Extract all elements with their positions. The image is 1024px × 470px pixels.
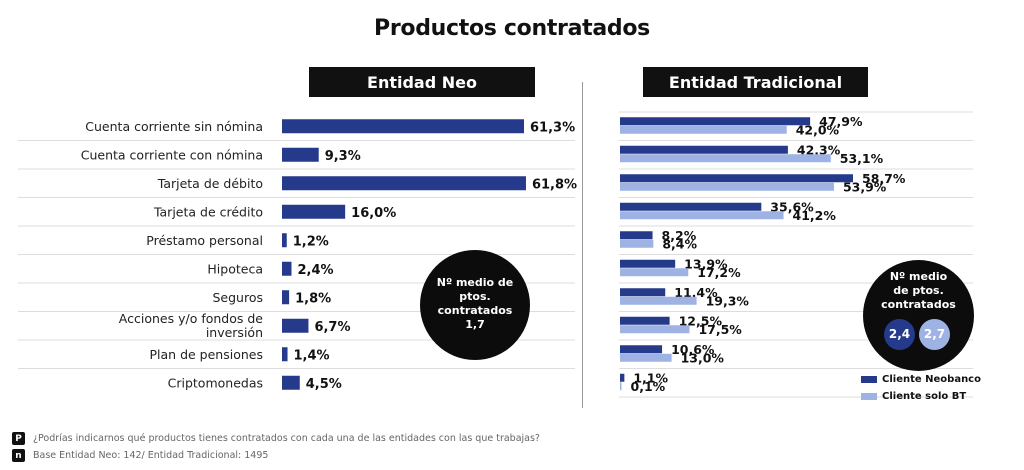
data-label-cliente-neobanco-prestamo-personal: 8,2% (662, 228, 697, 243)
bar-neo-acciones-y-o-fondos-de-inversion (282, 318, 309, 333)
bar-neo-tarjeta-de-debito (282, 176, 526, 191)
bar-cliente-neobanco-cuenta-corriente-con-nomina (620, 145, 788, 154)
bar-cliente-neobanco-plan-de-pensiones (620, 345, 663, 354)
avg-products-label: Nº medio de ptos. contratados (436, 276, 514, 317)
bar-cliente-neobanco-criptomonedas (620, 373, 625, 382)
avg-products-label-bt: Nº medio de ptos. contratados (881, 270, 956, 311)
bar-neo-hipoteca (282, 261, 292, 276)
question-icon: P (12, 432, 25, 445)
data-label-cliente-neobanco-tarjeta-de-credito: 35,6% (770, 199, 814, 214)
data-label-cliente-neobanco-hipoteca: 13,9% (684, 256, 728, 271)
data-label-neo-tarjeta-de-debito: 61,8% (532, 177, 577, 192)
data-label-cliente-solo-bt-cuenta-corriente-sin-nomina: 42,0% (796, 122, 840, 137)
data-label-cliente-neobanco-tarjeta-de-debito: 58,7% (862, 171, 906, 186)
category-label-tarjeta-de-credito: Tarjeta de crédito (153, 204, 263, 219)
bar-cliente-neobanco-acciones-y-o-fondos-de-inversion (620, 316, 670, 325)
category-label-seguros: Seguros (212, 290, 263, 305)
category-label-cuenta-corriente-con-nomina: Cuenta corriente con nómina (81, 147, 263, 162)
bar-cliente-neobanco-cuenta-corriente-sin-nomina (620, 117, 811, 126)
data-label-neo-hipoteca: 2,4% (297, 263, 333, 278)
category-label-plan-de-pensiones: Plan de pensiones (150, 347, 263, 362)
legend-item-neobanco: Cliente Neobanco (861, 371, 981, 388)
footer-question: P ¿Podrías indicarnos qué productos tien… (12, 432, 540, 445)
data-label-cliente-neobanco-seguros: 11,4% (674, 285, 718, 300)
data-label-cliente-solo-bt-prestamo-personal: 8,4% (662, 236, 697, 251)
data-label-cliente-solo-bt-tarjeta-de-debito: 53,9% (843, 179, 887, 194)
category-label-criptomonedas: Criptomonedas (168, 375, 263, 390)
panel-title-neo: Entidad Neo (309, 67, 535, 97)
bar-cliente-solo-bt-cuenta-corriente-sin-nomina (620, 125, 787, 134)
bar-cliente-solo-bt-tarjeta-de-credito (620, 211, 784, 220)
legend-swatch-solo-bt (861, 393, 877, 400)
data-label-cliente-neobanco-cuenta-corriente-sin-nomina: 47,9% (819, 114, 863, 129)
footer-question-text: ¿Podrías indicarnos qué productos tienes… (33, 433, 540, 444)
bar-cliente-solo-bt-criptomonedas (620, 382, 622, 391)
avg-value-solo-bt: 2,7 (919, 319, 950, 350)
bar-cliente-neobanco-prestamo-personal (620, 231, 653, 240)
data-label-neo-seguros: 1,8% (295, 291, 331, 306)
data-label-neo-criptomonedas: 4,5% (306, 377, 342, 392)
data-label-neo-prestamo-personal: 1,2% (293, 234, 329, 249)
bar-neo-cuenta-corriente-con-nomina (282, 147, 319, 162)
data-label-neo-tarjeta-de-credito: 16,0% (351, 206, 396, 221)
data-label-neo-plan-de-pensiones: 1,4% (294, 348, 330, 363)
avg-products-bubble-tradicional: Nº medio de ptos. contratados 2,4 2,7 (863, 260, 974, 371)
data-label-cliente-solo-bt-criptomonedas: 0,1% (631, 379, 666, 394)
legend-label-neobanco: Cliente Neobanco (882, 374, 981, 385)
legend-item-solo-bt: Cliente solo BT (861, 388, 981, 405)
bar-cliente-solo-bt-prestamo-personal (620, 239, 654, 248)
category-label-tarjeta-de-debito: Tarjeta de débito (157, 176, 263, 191)
avg-value-neobanco: 2,4 (884, 319, 915, 350)
avg-products-value: 1,7 (465, 318, 485, 331)
bar-cliente-neobanco-hipoteca (620, 259, 676, 268)
base-icon: n (12, 449, 25, 462)
bar-cliente-solo-bt-acciones-y-o-fondos-de-inversion (620, 325, 690, 334)
footer-base-text: Base Entidad Neo: 142/ Entidad Tradicion… (33, 450, 269, 461)
panel-title-tradicional: Entidad Tradicional (643, 67, 868, 97)
bar-neo-tarjeta-de-credito (282, 204, 346, 219)
data-label-cliente-solo-bt-tarjeta-de-credito: 41,2% (793, 208, 837, 223)
bar-cliente-solo-bt-seguros (620, 296, 697, 305)
data-label-cliente-solo-bt-hipoteca: 17,2% (697, 265, 741, 280)
footer-base: n Base Entidad Neo: 142/ Entidad Tradici… (12, 449, 268, 462)
category-label-prestamo-personal: Préstamo personal (146, 233, 263, 248)
bar-neo-cuenta-corriente-sin-nomina (282, 119, 524, 134)
panel-divider (582, 82, 583, 408)
bar-cliente-solo-bt-cuenta-corriente-con-nomina (620, 154, 831, 163)
legend: Cliente Neobanco Cliente solo BT (861, 371, 981, 405)
avg-products-bubble-neo: Nº medio de ptos. contratados 1,7 (420, 250, 530, 360)
bar-cliente-solo-bt-hipoteca (620, 268, 689, 277)
data-label-cliente-solo-bt-cuenta-corriente-con-nomina: 53,1% (840, 151, 884, 166)
data-label-cliente-neobanco-acciones-y-o-fondos-de-inversion: 12,5% (679, 313, 723, 328)
bar-neo-seguros (282, 290, 290, 305)
page-title: Productos contratados (374, 16, 650, 41)
bar-cliente-neobanco-tarjeta-de-credito (620, 202, 762, 211)
data-label-cliente-solo-bt-plan-de-pensiones: 13,0% (681, 350, 725, 365)
data-label-neo-acciones-y-o-fondos-de-inversion: 6,7% (314, 320, 350, 335)
legend-swatch-neobanco (861, 376, 877, 383)
bar-cliente-solo-bt-tarjeta-de-debito (620, 182, 834, 191)
data-label-cliente-solo-bt-acciones-y-o-fondos-de-inversion: 17,5% (698, 322, 742, 337)
data-label-cliente-neobanco-plan-de-pensiones: 10,6% (671, 342, 715, 357)
data-label-cliente-solo-bt-seguros: 19,3% (706, 293, 750, 308)
data-label-neo-cuenta-corriente-sin-nomina: 61,3% (530, 120, 575, 135)
data-label-neo-cuenta-corriente-con-nomina: 9,3% (325, 149, 361, 164)
bar-cliente-neobanco-seguros (620, 288, 666, 297)
bar-neo-criptomonedas (282, 375, 300, 390)
data-label-cliente-neobanco-cuenta-corriente-con-nomina: 42,3% (797, 142, 841, 157)
bar-neo-prestamo-personal (282, 233, 287, 248)
category-label-acciones-y-o-fondos-de-inversion: Acciones y/o fondos de inversión (119, 311, 263, 340)
bar-neo-plan-de-pensiones (282, 347, 288, 362)
category-label-cuenta-corriente-sin-nomina: Cuenta corriente sin nómina (85, 119, 263, 134)
category-label-hipoteca: Hipoteca (207, 261, 263, 276)
data-label-cliente-neobanco-criptomonedas: 1,1% (633, 370, 668, 385)
bar-cliente-neobanco-tarjeta-de-debito (620, 174, 853, 183)
bar-cliente-solo-bt-plan-de-pensiones (620, 353, 672, 362)
legend-label-solo-bt: Cliente solo BT (882, 391, 967, 402)
